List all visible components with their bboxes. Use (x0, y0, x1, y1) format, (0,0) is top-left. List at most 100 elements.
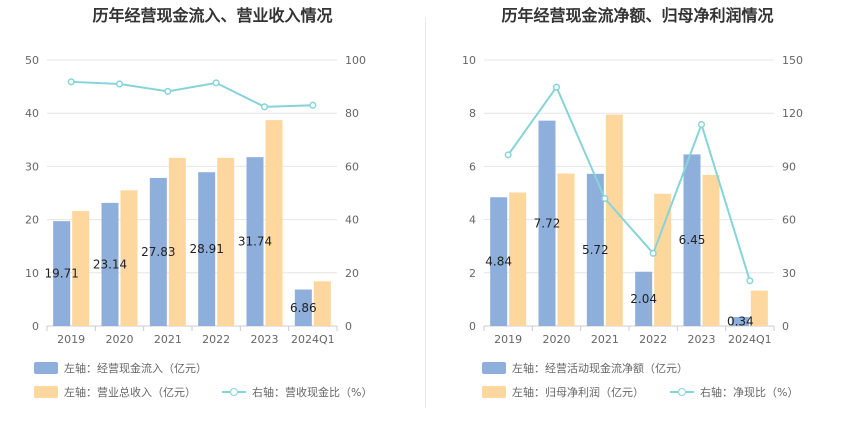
x-tick-label: 2021 (591, 333, 619, 346)
series-line (71, 80, 313, 108)
bar2-5 (313, 281, 331, 326)
x-tick-label: 2023 (688, 333, 716, 346)
data-label: 19.71 (44, 267, 78, 281)
data-label: 31.74 (238, 235, 272, 249)
legend-swatch-bar1 (34, 362, 58, 374)
legend-label: 右轴：营收现金比（%） (252, 386, 373, 399)
y-right-tick-label: 80 (345, 107, 359, 120)
y-left-tick-label: 8 (469, 107, 476, 120)
data-label: 4.84 (485, 255, 512, 269)
x-tick-label: 2022 (639, 333, 667, 346)
data-label: 5.72 (582, 243, 609, 257)
line-point (115, 80, 124, 88)
bar2-5 (750, 290, 768, 326)
legend-swatch-line (670, 386, 694, 398)
bar-0 (490, 197, 508, 326)
legend-swatch-line (222, 386, 246, 398)
legend-item-bar1[interactable]: 左轴：经营活动现金流净额（亿元） (482, 360, 688, 376)
legend-swatch-bar2 (482, 386, 506, 398)
legend-swatch-bar1 (482, 362, 506, 374)
bar-1 (538, 120, 556, 326)
bar-5 (294, 289, 312, 326)
legend-label: 左轴：经营活动现金流净额（亿元） (512, 362, 688, 375)
y-left-tick-label: 20 (25, 214, 39, 227)
data-label: 27.83 (141, 245, 175, 259)
legend-item-bar2[interactable]: 左轴：归母净利润（亿元） (482, 384, 644, 400)
line-point (164, 87, 172, 95)
data-label: 6.45 (679, 233, 706, 247)
chart-title: 历年经营现金流入、营业收入情况 (92, 6, 333, 25)
bar-2 (586, 173, 604, 326)
x-tick-label: 2022 (202, 333, 230, 346)
bar2-0 (72, 211, 90, 326)
y-right-tick-label: 20 (345, 267, 359, 280)
bar-4 (246, 157, 264, 326)
data-label: 2.04 (630, 292, 657, 306)
bar2-3 (217, 157, 235, 326)
legend-item-line[interactable]: 右轴：营收现金比（%） (222, 384, 372, 400)
data-label: 6.86 (290, 301, 317, 315)
y-left-tick-label: 30 (25, 160, 39, 173)
bar-2 (149, 177, 167, 326)
line-point (649, 249, 657, 257)
line-point (697, 120, 706, 129)
y-left-tick-label: 0 (469, 320, 476, 333)
bar2-0 (509, 192, 527, 326)
y-left-tick-label: 2 (469, 267, 476, 280)
y-left-tick-label: 40 (25, 107, 39, 120)
bar-5 (731, 316, 749, 326)
line-point (67, 78, 75, 86)
data-label: 7.72 (534, 216, 561, 230)
line-point (601, 194, 609, 203)
y-right-tick-label: 90 (782, 160, 796, 173)
bar2-1 (120, 190, 138, 326)
x-tick-label: 2020 (543, 333, 571, 346)
y-left-tick-label: 50 (25, 54, 39, 67)
x-tick-label: 2020 (106, 333, 134, 346)
bar2-2 (605, 114, 623, 326)
legend-label: 左轴：归母净利润（亿元） (512, 386, 644, 399)
line-point (309, 101, 317, 109)
y-right-tick-label: 60 (782, 214, 796, 227)
bar-4 (683, 154, 701, 326)
legend-item-bar2[interactable]: 左轴：营业总收入（亿元） (34, 384, 196, 400)
legend-label: 右轴：净现比（%） (700, 386, 799, 399)
y-right-tick-label: 100 (345, 54, 366, 67)
y-left-tick-label: 6 (469, 160, 476, 173)
line-point (260, 103, 269, 111)
chart-title: 历年经营现金流净额、归母净利润情况 (501, 6, 774, 25)
bar-3 (635, 271, 653, 326)
line-point (552, 83, 561, 91)
x-tick-label: 2023 (251, 333, 279, 346)
series-line (507, 85, 751, 282)
bar2-2 (168, 157, 186, 326)
bar-1 (101, 202, 119, 326)
chart-plot: 0 0 2 30 4 60 6 90 8 120 10 150 2019 2020 2021 2022 2023… (462, 54, 803, 346)
chart-panel-left: 历年经营现金流入、营业收入情况 0 0 10 20 20 40 30 60 40 80 50 100 2… (25, 6, 372, 400)
x-tick-label: 2024Q1 (728, 333, 772, 346)
y-right-tick-label: 40 (345, 214, 359, 227)
y-right-tick-label: 150 (782, 54, 803, 67)
data-label: 23.14 (93, 257, 127, 271)
legend-label: 左轴：经营现金流入（亿元） (64, 362, 207, 375)
y-left-tick-label: 10 (25, 267, 39, 280)
panel-divider (425, 18, 426, 408)
legend-swatch-bar2 (34, 386, 58, 398)
x-tick-label: 2021 (154, 333, 182, 346)
line-point (504, 151, 512, 159)
y-right-tick-label: 0 (345, 320, 352, 333)
x-tick-label: 2019 (57, 333, 85, 346)
bar2-3 (654, 193, 672, 326)
y-left-tick-label: 0 (32, 320, 39, 333)
y-right-tick-label: 60 (345, 160, 359, 173)
x-tick-label: 2024Q1 (291, 333, 335, 346)
line-point (212, 79, 220, 87)
data-label: 0.34 (727, 314, 754, 328)
chart-panel-right: 历年经营现金流净额、归母净利润情况 0 0 2 30 4 60 6 90 8 120 10 150 20… (425, 0, 850, 437)
bar-0 (53, 221, 71, 326)
legend-item-line[interactable]: 右轴：净现比（%） (670, 384, 798, 400)
legend-item-bar1[interactable]: 左轴：经营现金流入（亿元） (34, 360, 207, 376)
bar-3 (198, 172, 216, 326)
y-right-tick-label: 120 (782, 107, 803, 120)
